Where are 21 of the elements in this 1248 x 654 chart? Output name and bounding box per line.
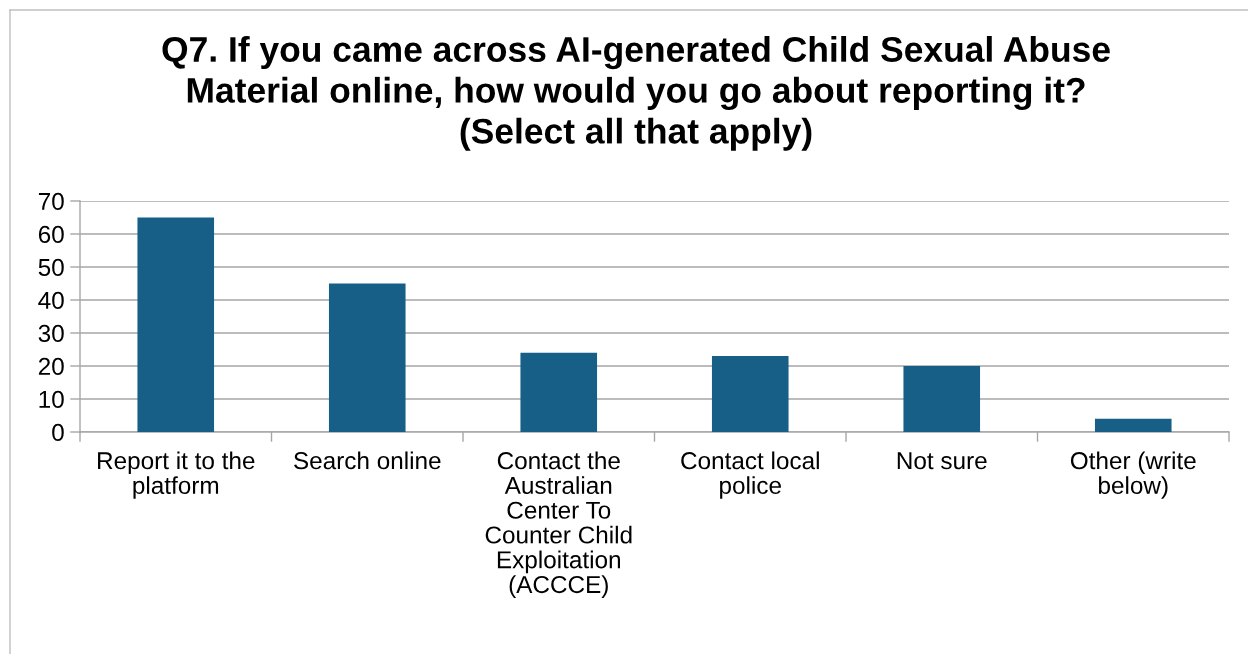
bar (903, 366, 981, 432)
y-tick-label: 20 (38, 357, 64, 376)
y-tick-label: 10 (39, 390, 64, 409)
bar (137, 217, 215, 432)
y-tick-label: 30 (38, 324, 64, 343)
x-tick-label: Other (write below) (1070, 451, 1196, 499)
x-tick-label: Contact the Australian Center To Counter Child Exploitation (ACCCE) (485, 451, 632, 598)
x-tick-label: Search online (294, 451, 441, 470)
y-tick-label: 40 (38, 291, 64, 310)
y-tick-label: 0 (52, 423, 64, 442)
x-tick-label: Not sure (897, 452, 987, 470)
y-tick-label: 70 (38, 192, 64, 211)
y-tick-label: 60 (38, 225, 64, 244)
x-tick-label: Contact local police (681, 451, 819, 499)
bar (328, 283, 406, 432)
bar (520, 352, 598, 432)
x-tick-label: Report it to the platform (98, 451, 255, 499)
chart-title: Q7. If you came across AI-generated Child Sexual Abuse Material online, how would you go about reporting it? (Select all that apply) (162, 36, 1110, 151)
bar (711, 356, 789, 432)
bar (1094, 418, 1172, 432)
y-tick-label: 50 (38, 258, 64, 277)
